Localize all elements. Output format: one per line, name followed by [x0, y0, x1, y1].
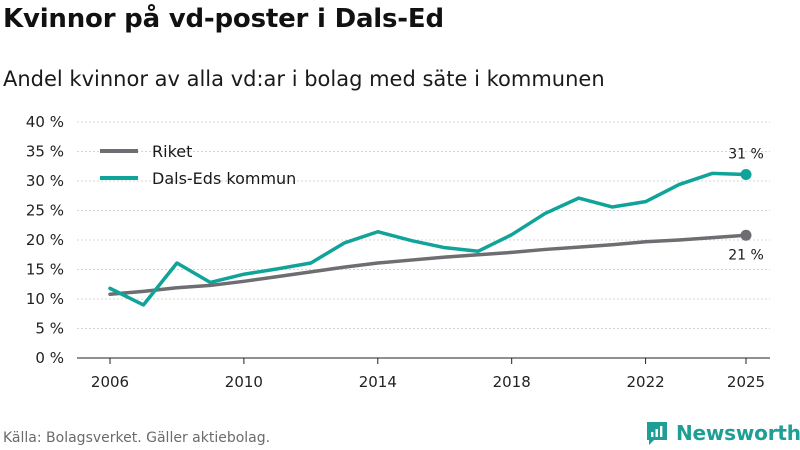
- end-point-riket: [740, 229, 752, 241]
- legend-label: Dals-Eds kommun: [152, 169, 296, 188]
- x-tick-label: 2014: [359, 373, 397, 391]
- axes: 0 % 5 % 10 % 15 % 20 % 25 % 30 % 35 % 40 % 2006 20…: [26, 113, 770, 391]
- legend: Riket Dals-Eds kommun: [100, 142, 296, 188]
- brand-name: Newsworthy: [676, 421, 800, 445]
- chart-title: Kvinnor på vd-poster i Dals-Ed: [3, 4, 444, 34]
- x-tick-label: 2025: [727, 373, 765, 391]
- x-tick-label: 2006: [91, 373, 129, 391]
- y-tick-label: 10 %: [26, 290, 64, 308]
- y-tick-label: 40 %: [26, 113, 64, 131]
- end-label-dals-ed: 31 %: [728, 147, 764, 163]
- x-tick-label: 2010: [225, 373, 263, 391]
- chart-subtitle: Andel kvinnor av alla vd:ar i bolag med …: [3, 67, 605, 91]
- end-labels: 31 % 21 %: [728, 147, 764, 264]
- y-tick-label: 20 %: [26, 231, 64, 249]
- y-tick-label: 30 %: [26, 172, 64, 190]
- series-line-dals-ed: [108, 171, 748, 307]
- series-line-riket: [108, 233, 748, 297]
- legend-label: Riket: [152, 142, 192, 161]
- source-note: Källa: Bolagsverket. Gäller aktiebolag.: [3, 430, 271, 446]
- series: [108, 169, 752, 307]
- y-tick-label: 5 %: [35, 320, 64, 338]
- line-chart: 0 % 5 % 10 % 15 % 20 % 25 % 30 % 35 % 40 % 2006 20…: [26, 113, 770, 391]
- x-tick-label: 2022: [626, 373, 664, 391]
- y-tick-label: 25 %: [26, 202, 64, 220]
- y-tick-label: 15 %: [26, 261, 64, 279]
- y-tick-label: 35 %: [26, 143, 64, 161]
- newsworthy-logo-icon: [647, 422, 667, 445]
- end-point-dals-ed: [740, 169, 752, 181]
- x-tick-label: 2018: [493, 373, 531, 391]
- end-label-riket: 21 %: [728, 247, 764, 263]
- y-tick-label: 0 %: [35, 349, 64, 367]
- brand-logo: Newsworthy: [645, 419, 800, 447]
